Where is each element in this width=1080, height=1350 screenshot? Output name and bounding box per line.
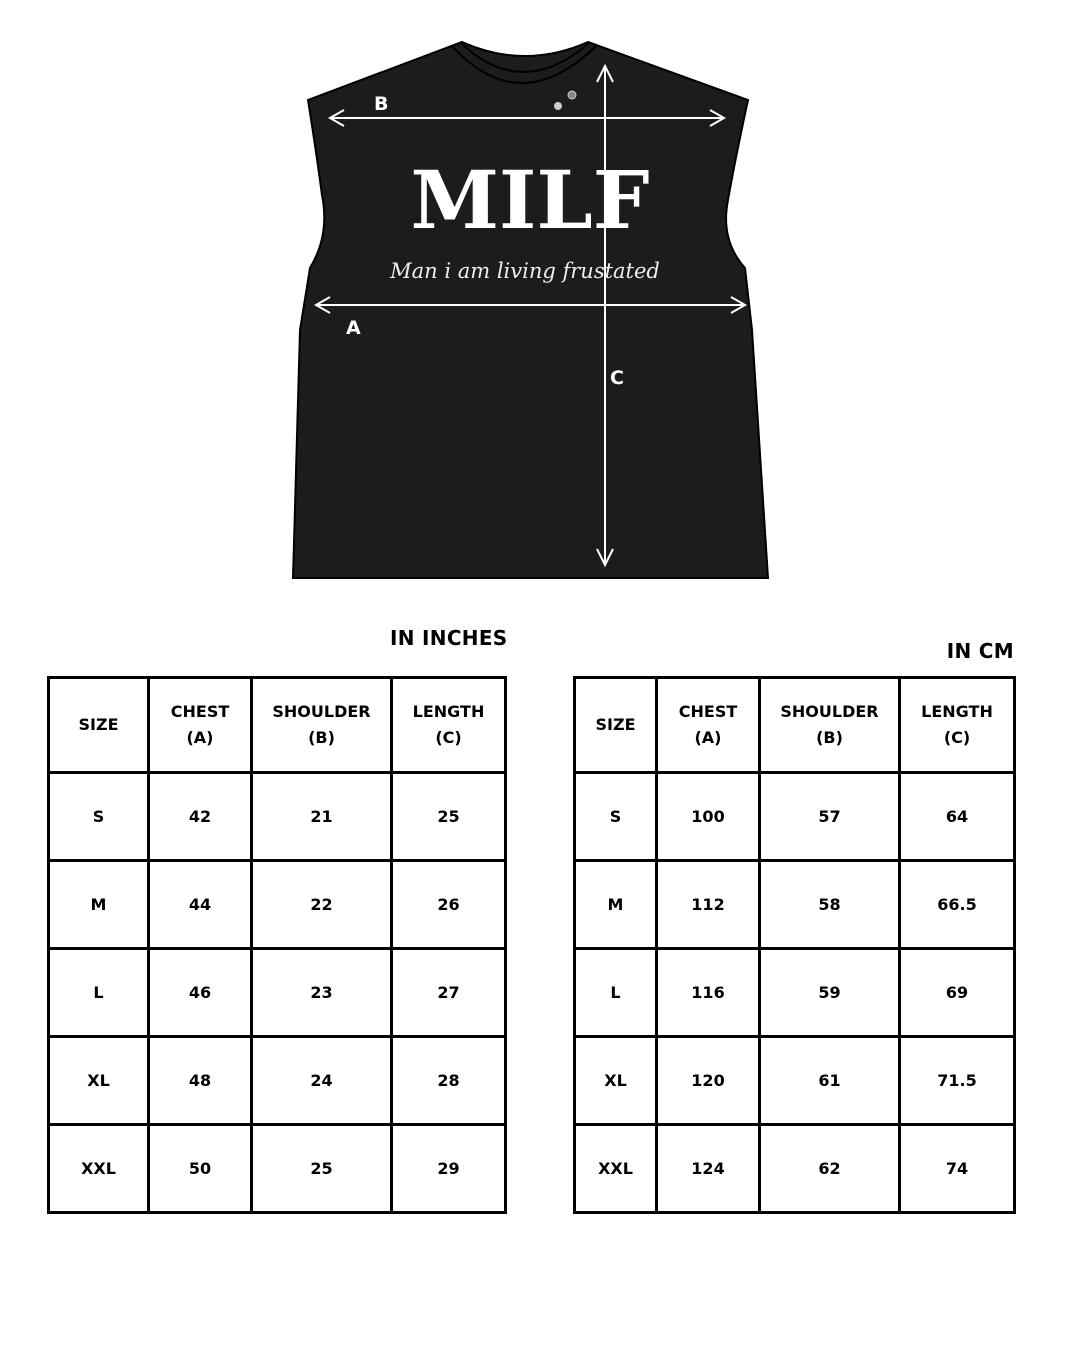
size-cell: XXL — [573, 1123, 658, 1214]
measurement-cell: 42 — [147, 771, 253, 862]
measurement-cell: 22 — [250, 859, 393, 950]
table-row: L 46 23 27 — [47, 947, 507, 1038]
measurement-cell: 120 — [655, 1035, 761, 1126]
measurement-cell: 64 — [898, 771, 1016, 862]
column-header: LENGTH (C) — [390, 676, 507, 774]
size-cell: XL — [573, 1035, 658, 1126]
table-row: XXL 50 25 29 — [47, 1123, 507, 1214]
size-cell: M — [573, 859, 658, 950]
measurement-cell: 44 — [147, 859, 253, 950]
measurement-cell: 66.5 — [898, 859, 1016, 950]
column-header-line: SHOULDER — [780, 702, 879, 721]
column-header-line: (A) — [186, 728, 214, 747]
neckline — [451, 45, 597, 84]
table-row: XL 120 61 71.5 — [573, 1035, 1016, 1126]
measurement-cell: 116 — [655, 947, 761, 1038]
column-header-line: LENGTH — [412, 702, 485, 721]
measurement-cell: 29 — [390, 1123, 507, 1214]
column-header-line: CHEST — [678, 702, 738, 721]
table-header-row: SIZE CHEST (A) SHOULDER (B) LENGTH (C) — [573, 676, 1016, 774]
measurement-cell: 25 — [390, 771, 507, 862]
column-header: CHEST (A) — [147, 676, 253, 774]
measurement-cell: 62 — [758, 1123, 901, 1214]
measurement-cell: 28 — [390, 1035, 507, 1126]
column-header-line: SIZE — [595, 715, 636, 734]
garment-diagram: MILF Man i am living frustated B A C — [291, 40, 770, 579]
measurement-cell: 112 — [655, 859, 761, 950]
table-row: XL 48 24 28 — [47, 1035, 507, 1126]
column-header-line: SHOULDER — [272, 702, 371, 721]
measurement-cell: 71.5 — [898, 1035, 1016, 1126]
table-row: S 42 21 25 — [47, 771, 507, 862]
measurement-cell: 61 — [758, 1035, 901, 1126]
column-header-line: (A) — [694, 728, 722, 747]
column-header: SIZE — [573, 676, 658, 774]
column-header: SIZE — [47, 676, 150, 774]
size-cell: L — [47, 947, 150, 1038]
measurement-cell: 24 — [250, 1035, 393, 1126]
table-row: M 44 22 26 — [47, 859, 507, 950]
measurement-cell: 46 — [147, 947, 253, 1038]
sleeveless-shirt-outline — [291, 40, 770, 579]
print-subtitle: Man i am living frustated — [389, 259, 660, 283]
table-row: S 100 57 64 — [573, 771, 1016, 862]
column-header-line: CHEST — [170, 702, 230, 721]
inches-title: IN INCHES — [390, 626, 508, 650]
measurement-cell: 124 — [655, 1123, 761, 1214]
size-cell: S — [573, 771, 658, 862]
column-header: LENGTH (C) — [898, 676, 1016, 774]
measurement-cell: 48 — [147, 1035, 253, 1126]
table-row: XXL 124 62 74 — [573, 1123, 1016, 1214]
size-cell: XXL — [47, 1123, 150, 1214]
column-header-line: (B) — [816, 728, 843, 747]
size-cell: S — [47, 771, 150, 862]
neck-dot-icon — [554, 102, 562, 110]
measurement-cell: 27 — [390, 947, 507, 1038]
column-header-line: LENGTH — [921, 702, 993, 721]
label-shoulder: B — [374, 93, 388, 115]
measurement-cell: 57 — [758, 771, 901, 862]
size-cell: XL — [47, 1035, 150, 1126]
measurement-cell: 100 — [655, 771, 761, 862]
column-header: SHOULDER (B) — [250, 676, 393, 774]
table-header-row: SIZE CHEST (A) SHOULDER (B) LENGTH (C) — [47, 676, 507, 774]
column-header: SHOULDER (B) — [758, 676, 901, 774]
measurement-cell: 50 — [147, 1123, 253, 1214]
size-table-cm: SIZE CHEST (A) SHOULDER (B) LENGTH (C) S 100 57 64… — [573, 676, 1016, 1214]
print-title: MILF — [410, 153, 649, 247]
size-cell: L — [573, 947, 658, 1038]
column-header-line: (C) — [435, 728, 462, 747]
cm-title: IN CM — [946, 639, 1014, 663]
label-chest: A — [346, 317, 361, 339]
table-row: L 116 59 69 — [573, 947, 1016, 1038]
neckline-inner — [461, 43, 589, 73]
column-header: CHEST (A) — [655, 676, 761, 774]
column-header-line: (B) — [308, 728, 335, 747]
neck-dot-icon — [567, 90, 577, 100]
column-header-line: SIZE — [78, 715, 119, 734]
size-table-inches: SIZE CHEST (A) SHOULDER (B) LENGTH (C) S 42 21 25 M… — [47, 676, 507, 1214]
column-header-line: (C) — [943, 728, 971, 747]
measurement-arrows — [313, 63, 748, 568]
label-length: C — [610, 367, 624, 389]
measurement-cell: 25 — [250, 1123, 393, 1214]
measurement-cell: 69 — [898, 947, 1016, 1038]
measurement-cell: 74 — [898, 1123, 1016, 1214]
size-cell: M — [47, 859, 150, 950]
table-row: M 112 58 66.5 — [573, 859, 1016, 950]
measurement-cell: 23 — [250, 947, 393, 1038]
measurement-cell: 59 — [758, 947, 901, 1038]
measurement-cell: 26 — [390, 859, 507, 950]
measurement-cell: 58 — [758, 859, 901, 950]
measurement-cell: 21 — [250, 771, 393, 862]
